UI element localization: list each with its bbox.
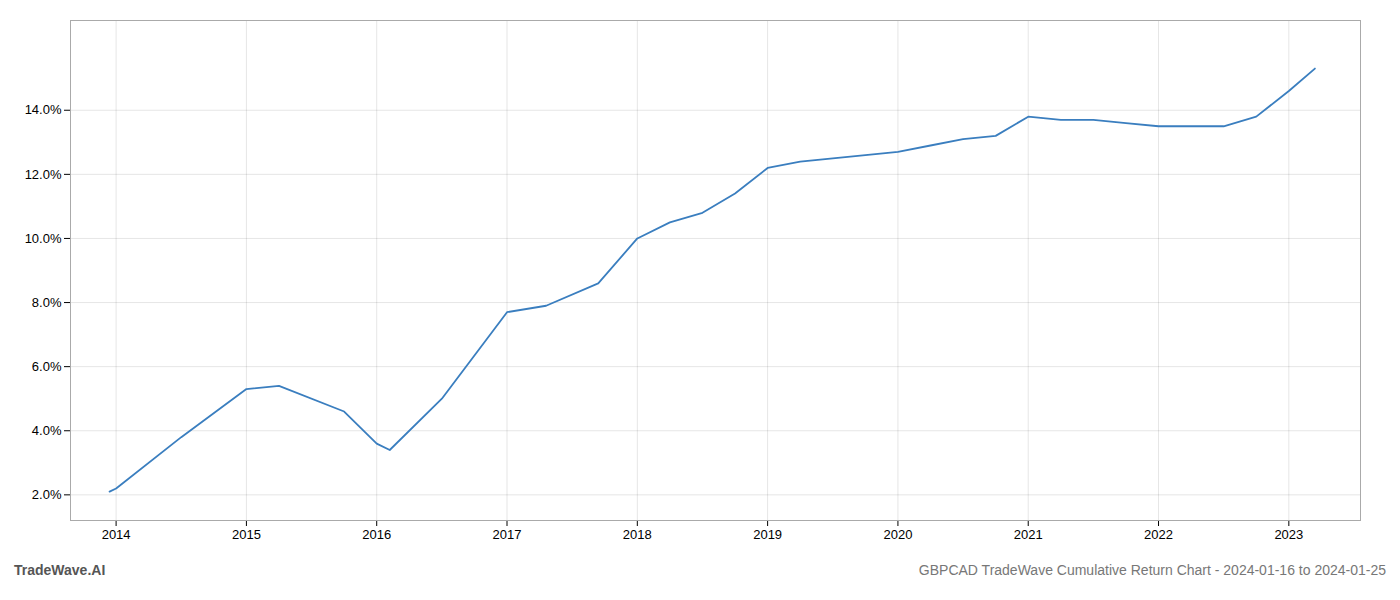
svg-text:14.0%: 14.0% <box>25 102 62 117</box>
svg-text:4.0%: 4.0% <box>32 423 62 438</box>
svg-text:2017: 2017 <box>493 527 522 542</box>
svg-text:10.0%: 10.0% <box>25 231 62 246</box>
svg-text:2023: 2023 <box>1274 527 1303 542</box>
svg-text:2021: 2021 <box>1014 527 1043 542</box>
html-text:TradeWave.AI: TradeWave.AI <box>14 562 106 578</box>
svg-text:2015: 2015 <box>232 527 261 542</box>
svg-text:2019: 2019 <box>753 527 782 542</box>
svg-text:8.0%: 8.0% <box>32 295 62 310</box>
svg-text:2014: 2014 <box>102 527 131 542</box>
svg-text:2.0%: 2.0% <box>32 487 62 502</box>
svg-text:12.0%: 12.0% <box>25 167 62 182</box>
svg-text:6.0%: 6.0% <box>32 359 62 374</box>
svg-text:2022: 2022 <box>1144 527 1173 542</box>
svg-text:2018: 2018 <box>623 527 652 542</box>
html-text:GBPCAD TradeWave Cumulative Re: GBPCAD TradeWave Cumulative Return Chart… <box>918 562 1386 578</box>
svg-text:2020: 2020 <box>883 527 912 542</box>
svg-text:2016: 2016 <box>362 527 391 542</box>
